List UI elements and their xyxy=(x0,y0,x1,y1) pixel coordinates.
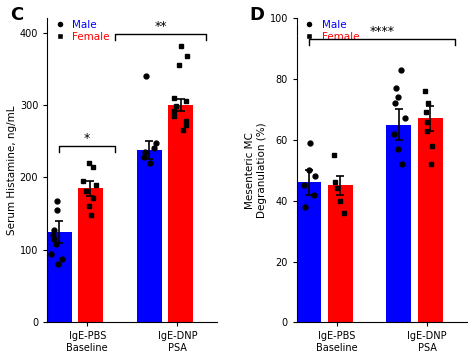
Y-axis label: Serum Histamine, ng/mL: Serum Histamine, ng/mL xyxy=(7,105,17,235)
Bar xyxy=(296,183,321,323)
Bar xyxy=(137,150,162,323)
Bar xyxy=(78,188,103,323)
Bar xyxy=(386,125,411,323)
Bar xyxy=(328,185,353,323)
Legend: Male, Female: Male, Female xyxy=(49,20,110,42)
Text: D: D xyxy=(249,6,264,24)
Bar xyxy=(46,232,72,323)
Text: **: ** xyxy=(154,19,167,32)
Bar xyxy=(418,118,443,323)
Text: C: C xyxy=(10,6,23,24)
Bar xyxy=(168,105,193,323)
Text: *: * xyxy=(84,132,91,145)
Text: ****: **** xyxy=(370,25,394,38)
Legend: Male, Female: Male, Female xyxy=(299,20,359,42)
Y-axis label: Mesenteric MC
Degranulation (%): Mesenteric MC Degranulation (%) xyxy=(245,122,267,218)
